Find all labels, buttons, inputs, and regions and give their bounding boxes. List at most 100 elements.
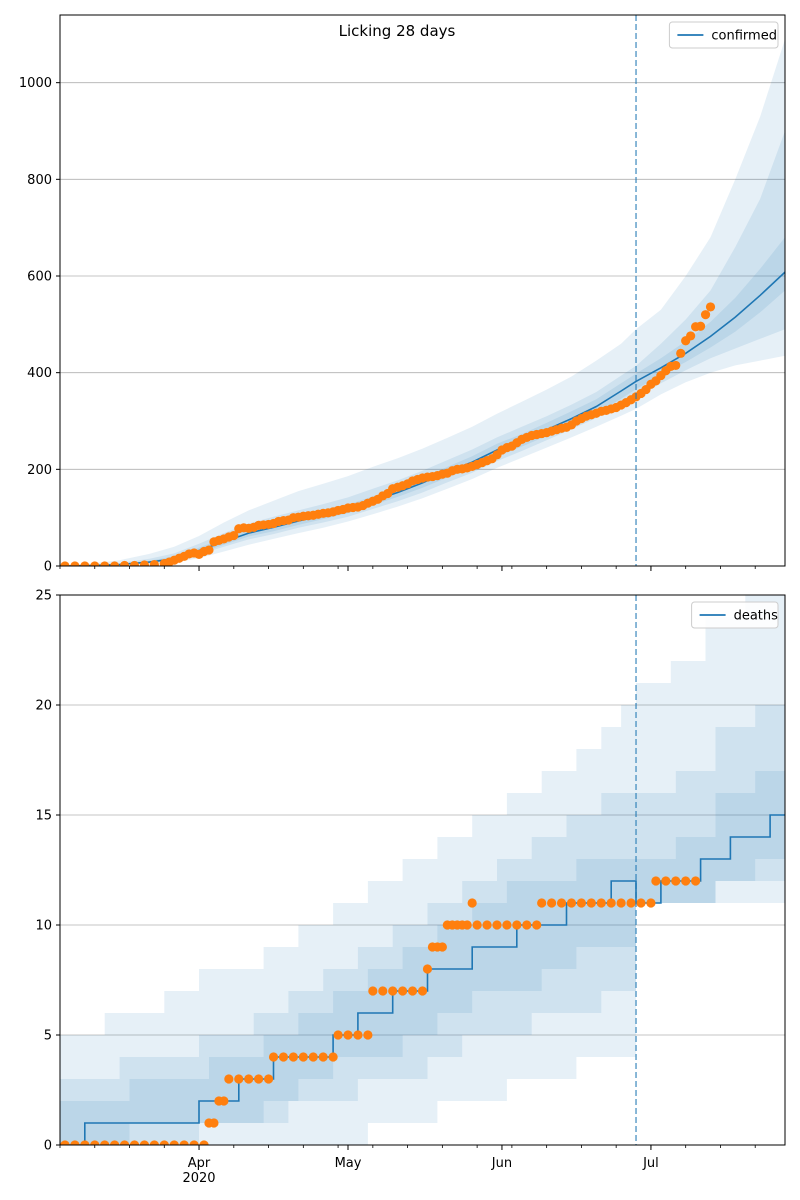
x-tick-label: May — [335, 1156, 362, 1171]
observed-point — [691, 876, 701, 886]
observed-point — [671, 876, 681, 886]
observed-point — [119, 560, 130, 566]
observed-point — [159, 1140, 169, 1145]
legend-box — [691, 601, 779, 629]
observed-point — [263, 1074, 274, 1084]
observed-point — [100, 1140, 110, 1145]
observed-point — [70, 561, 80, 566]
observed-point — [378, 986, 388, 996]
observed-point — [60, 561, 70, 566]
observed-point — [90, 561, 100, 566]
observed-point — [343, 1030, 353, 1040]
observed-point — [681, 876, 691, 886]
observed-point — [676, 348, 686, 358]
observed-point — [492, 920, 502, 930]
y-tick-label: 25 — [35, 589, 52, 604]
observed-point — [244, 1074, 254, 1084]
observed-point — [110, 1140, 120, 1145]
observed-point — [472, 920, 482, 930]
observed-point — [119, 1140, 130, 1145]
observed-point — [80, 1140, 90, 1145]
observed-point — [651, 876, 661, 886]
observed-point — [537, 898, 547, 908]
observed-point — [532, 920, 542, 930]
observed-point — [398, 986, 408, 996]
observed-point — [700, 310, 711, 320]
observed-point — [268, 1052, 279, 1062]
observed-point — [512, 920, 522, 930]
observed-point — [149, 559, 159, 566]
observed-point — [169, 1140, 179, 1145]
observed-point — [422, 964, 433, 974]
y-tick-label: 600 — [27, 270, 52, 285]
y-tick-label: 5 — [44, 1029, 52, 1044]
legend: deaths — [691, 601, 779, 629]
observed-point — [278, 1052, 289, 1062]
observed-point — [100, 561, 110, 566]
observed-point — [298, 1052, 308, 1062]
observed-point — [705, 302, 716, 312]
observed-point — [129, 1140, 140, 1145]
observed-point — [90, 1140, 100, 1145]
legend-box — [668, 21, 779, 49]
observed-point — [437, 942, 447, 952]
observed-point — [363, 1030, 373, 1040]
observed-point — [60, 1140, 70, 1145]
plot-area — [60, 39, 785, 566]
legend: confirmed — [668, 21, 779, 49]
y-tick-label: 200 — [27, 463, 52, 478]
y-tick-label: 15 — [35, 809, 52, 824]
observed-point — [368, 986, 378, 996]
observed-point — [288, 1052, 298, 1062]
plot-area — [60, 595, 785, 1145]
observed-point — [219, 1096, 229, 1106]
observed-point — [229, 530, 239, 541]
observed-point — [70, 1140, 80, 1145]
legend-label: deaths — [734, 609, 779, 624]
y-tick-label: 800 — [27, 173, 52, 188]
observed-point — [139, 1140, 150, 1145]
observed-point — [149, 1140, 159, 1145]
observed-point — [417, 986, 428, 996]
observed-point — [204, 545, 214, 555]
observed-point — [179, 1140, 189, 1145]
uncertainty-band-2 — [60, 705, 785, 1145]
axes-frame — [59, 14, 786, 567]
observed-point — [308, 1052, 318, 1062]
observed-point — [353, 1030, 363, 1040]
uncertainty-band-1 — [60, 39, 785, 566]
observed-point — [522, 920, 532, 930]
observed-point — [318, 1052, 328, 1062]
axes-frame — [59, 594, 786, 1146]
observed-point — [388, 986, 398, 996]
x-tick-sublabel: 2020 — [182, 1171, 215, 1186]
observed-point — [566, 898, 577, 908]
observed-point — [189, 1140, 199, 1145]
observed-point — [686, 331, 696, 341]
observed-point — [224, 1074, 234, 1084]
confirmed-panel: 0 200 400 600 800 1000 confirmed — [19, 14, 786, 575]
y-tick-label: 10 — [35, 919, 52, 934]
observed-point — [254, 1074, 264, 1084]
x-tick-label: Jul — [642, 1156, 659, 1171]
observed-point — [586, 898, 596, 908]
observed-point — [482, 920, 492, 930]
observed-point — [234, 1074, 244, 1084]
y-tick-label: 20 — [35, 699, 52, 714]
observed-point — [209, 1118, 219, 1128]
observed-point — [695, 321, 706, 331]
uncertainty-band-3 — [60, 771, 785, 1145]
observed-point — [139, 560, 150, 566]
observed-point — [199, 1140, 209, 1145]
observed-point — [502, 920, 512, 930]
observed-point — [80, 561, 90, 566]
observed-point — [671, 360, 681, 371]
y-tick-label: 400 — [27, 366, 52, 381]
observed-point — [110, 561, 120, 566]
y-tick-label: 1000 — [19, 76, 52, 91]
observed-point — [547, 898, 557, 908]
y-tick-label: 0 — [44, 1139, 52, 1154]
